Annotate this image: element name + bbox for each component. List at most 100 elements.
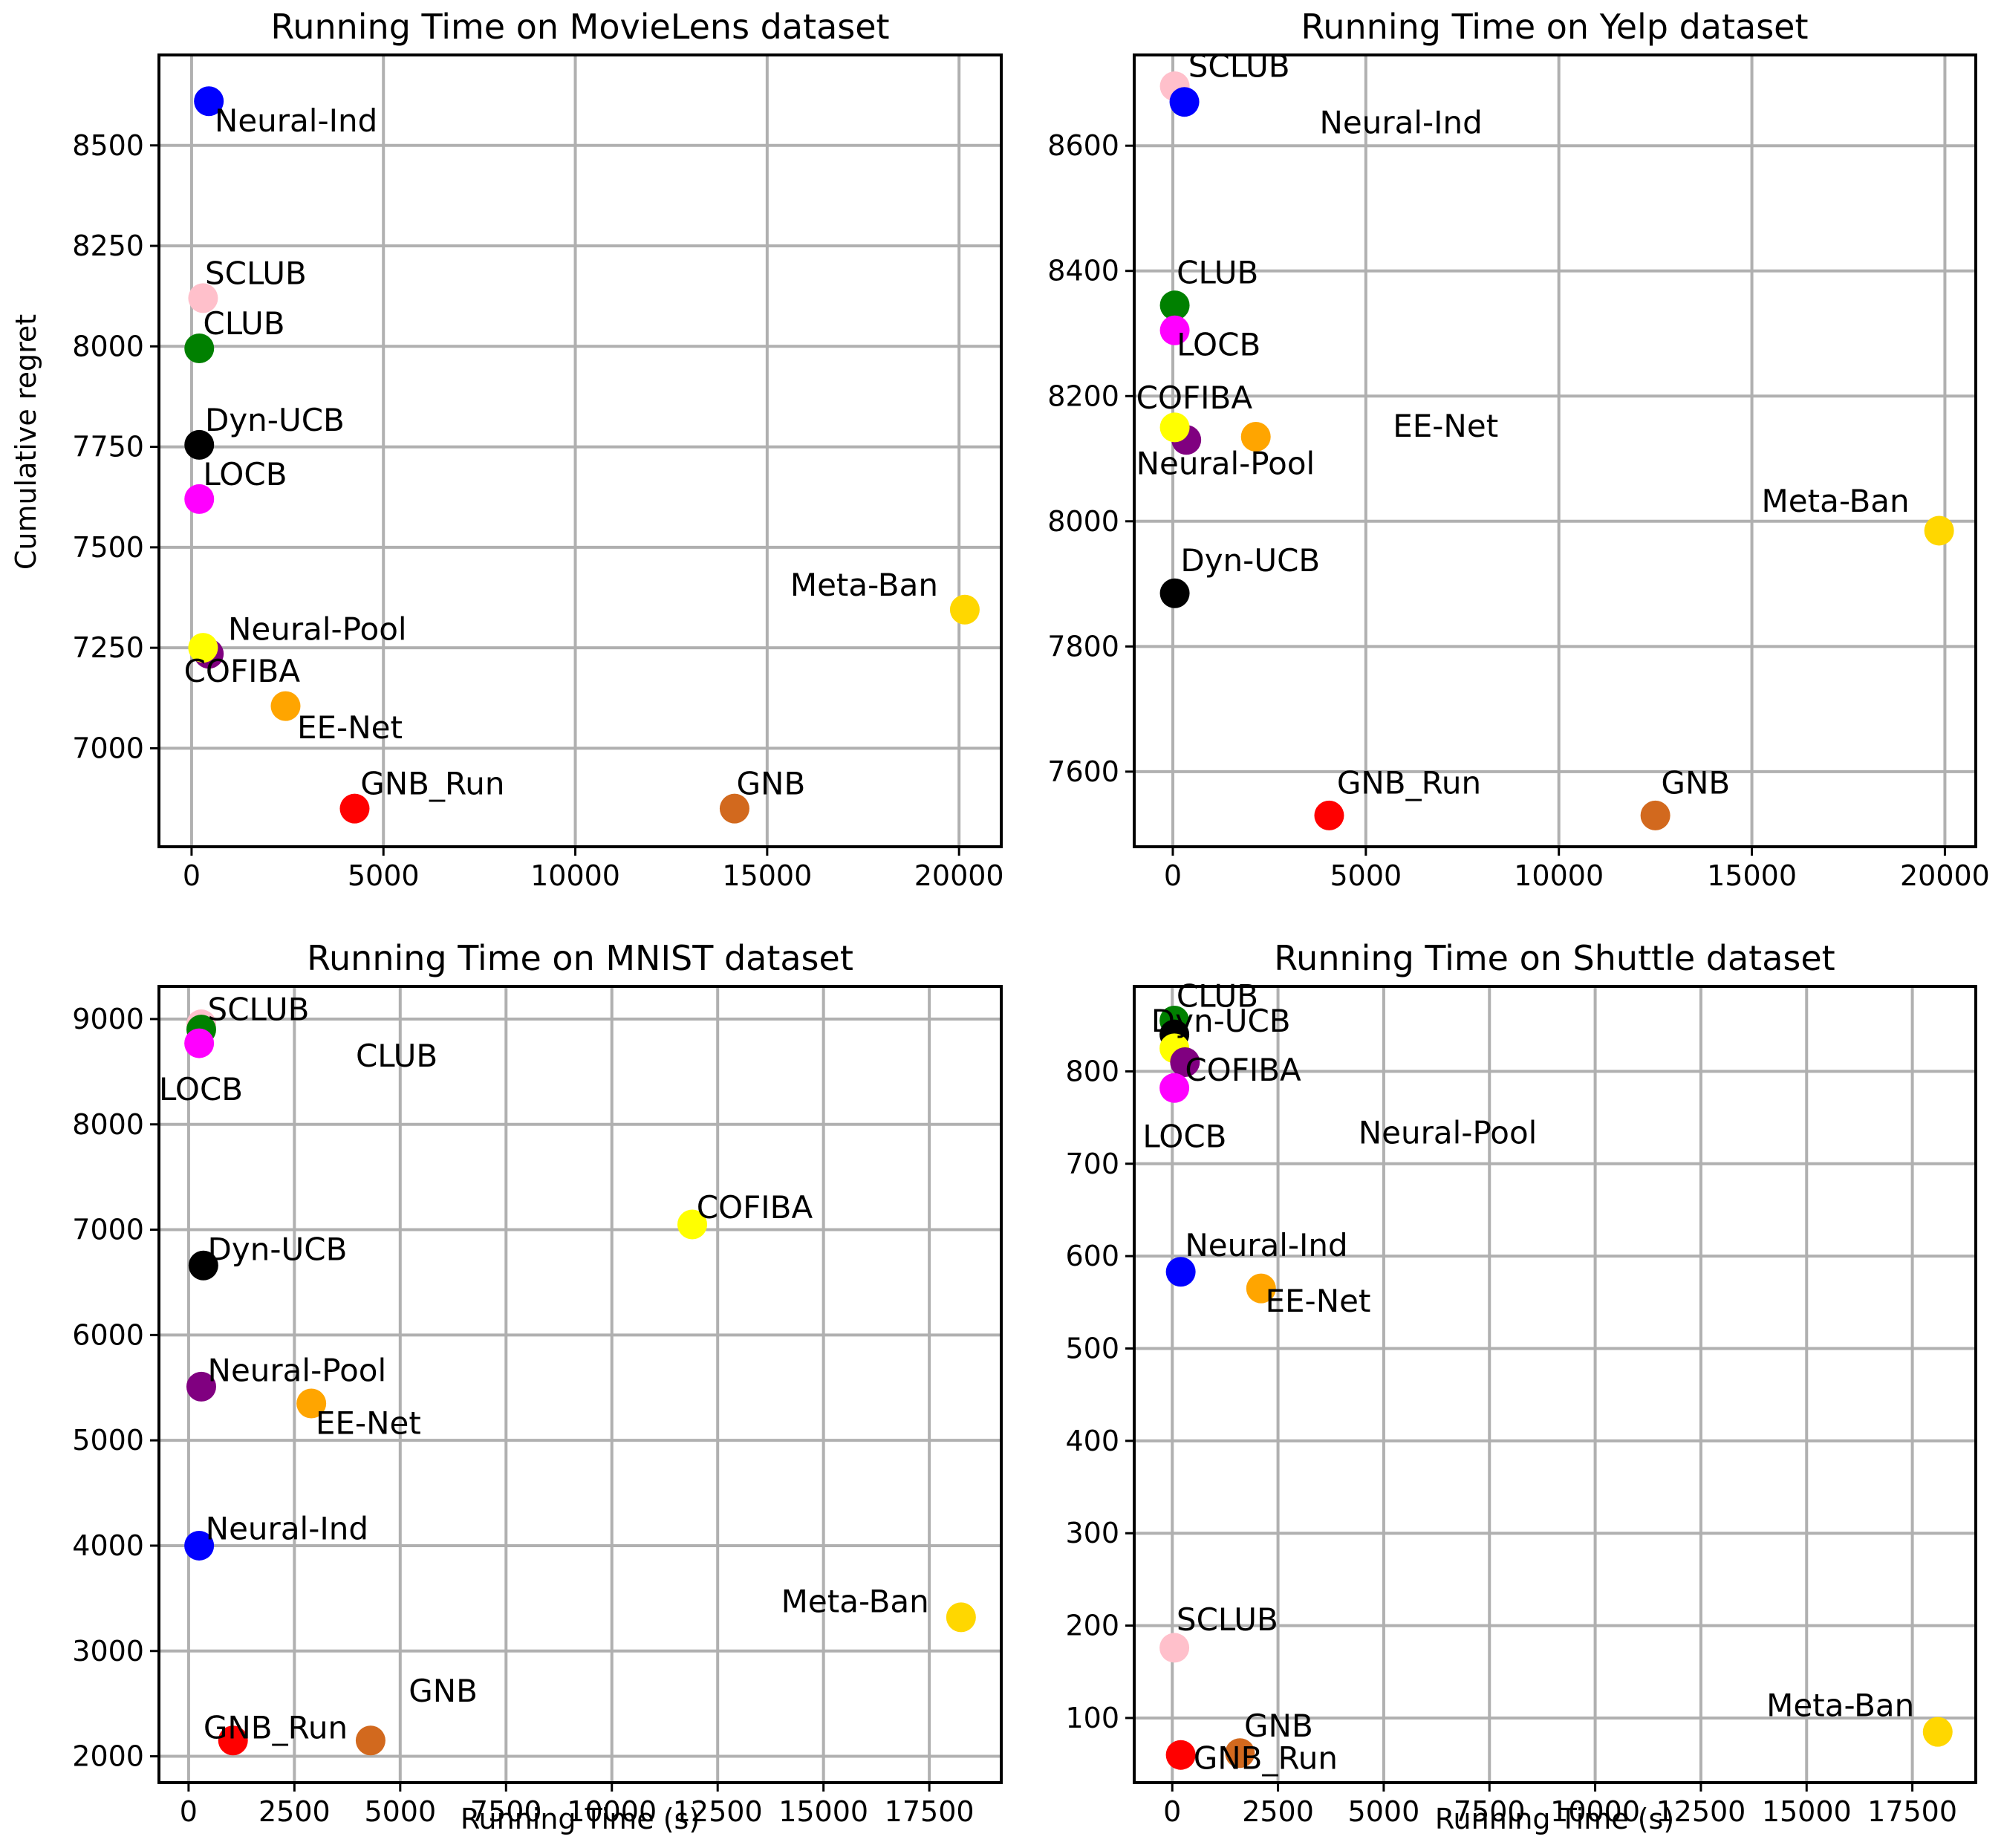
point-gnb bbox=[719, 793, 749, 824]
x-tick-label: 0 bbox=[1164, 859, 1182, 892]
label-gnb-run: GNB_Run bbox=[360, 766, 504, 802]
point-cofiba bbox=[188, 633, 218, 663]
point-cofiba bbox=[677, 1209, 708, 1240]
x-tick-label: 0 bbox=[1163, 1795, 1181, 1828]
x-tick-label: 10000 bbox=[1514, 859, 1604, 892]
panel-shuttle: Running Time on Shuttle dataset Running … bbox=[1065, 938, 1977, 1835]
y-tick-label: 9000 bbox=[72, 1003, 144, 1035]
y-tick-label: 7800 bbox=[1047, 630, 1119, 663]
y-tick-label: 400 bbox=[1065, 1425, 1119, 1457]
label-neural-pool: Neural-Pool bbox=[1359, 1114, 1538, 1151]
x-tick-label: 5000 bbox=[364, 1795, 436, 1828]
y-tick-label: 7000 bbox=[72, 1214, 144, 1246]
label-club: CLUB bbox=[356, 1038, 437, 1074]
chart-title: Running Time on Shuttle dataset bbox=[1274, 938, 1835, 978]
point-ee-net bbox=[296, 1388, 327, 1419]
label-ee-net: EE-Net bbox=[297, 709, 403, 746]
y-tick-label: 5000 bbox=[72, 1424, 144, 1457]
panel-yelp: Running Time on Yelp dataset 0 5000 10000 1… bbox=[1047, 7, 1990, 892]
label-gnb: GNB bbox=[1661, 764, 1730, 801]
y-tick-label: 8500 bbox=[72, 129, 144, 162]
x-tick-label: 10000 bbox=[567, 1795, 657, 1828]
point-dyn-ucb bbox=[188, 1250, 218, 1281]
x-tick-label: 2500 bbox=[1242, 1795, 1314, 1828]
label-dyn-ucb: Dyn-UCB bbox=[1151, 1003, 1291, 1039]
label-neural-ind: Neural-Ind bbox=[215, 103, 377, 139]
label-gnb: GNB bbox=[409, 1673, 478, 1709]
point-dyn-ucb bbox=[184, 429, 215, 460]
panel-mnist: Running Time on MNIST dataset Running Ti… bbox=[72, 938, 1003, 1835]
x-tick-label: 5000 bbox=[1348, 1795, 1420, 1828]
y-tick-label: 8000 bbox=[72, 1108, 144, 1141]
label-locb: LOCB bbox=[1177, 326, 1260, 362]
x-tick-label: 15000 bbox=[722, 859, 812, 892]
point-gnb bbox=[1225, 1738, 1255, 1769]
label-neural-ind: Neural-Ind bbox=[206, 1510, 368, 1546]
label-neural-ind: Neural-Ind bbox=[1319, 104, 1482, 140]
point-gnb-run bbox=[1165, 1740, 1196, 1770]
label-ee-net: EE-Net bbox=[316, 1405, 421, 1442]
label-neural-ind: Neural-Ind bbox=[1185, 1227, 1347, 1263]
grid bbox=[159, 55, 1001, 847]
y-tick-label: 7000 bbox=[72, 732, 144, 764]
y-tick-label: 100 bbox=[1065, 1702, 1119, 1734]
point-gnb-run bbox=[218, 1725, 248, 1756]
point-meta-ban bbox=[1922, 1717, 1953, 1747]
label-locb: LOCB bbox=[203, 456, 287, 492]
label-dyn-ucb: Dyn-UCB bbox=[205, 402, 345, 438]
label-meta-ban: Meta-Ban bbox=[1762, 483, 1910, 519]
label-gnb-run: GNB_Run bbox=[204, 1709, 348, 1745]
label-cofiba: COFIBA bbox=[184, 653, 301, 689]
y-tick-label: 600 bbox=[1065, 1240, 1119, 1272]
y-tick-label: 6000 bbox=[72, 1318, 144, 1351]
point-club bbox=[1159, 290, 1190, 321]
y-tick-label: 800 bbox=[1065, 1055, 1119, 1087]
x-tick-label: 20000 bbox=[1900, 859, 1990, 892]
y-tick-label: 7500 bbox=[72, 531, 144, 564]
point-locb bbox=[1159, 1073, 1190, 1103]
panel-movielens: Running Time on MovieLens dataset Cumula… bbox=[10, 7, 1004, 892]
label-club: CLUB bbox=[1177, 977, 1258, 1014]
point-gnb bbox=[355, 1725, 385, 1756]
x-tick-label: 17500 bbox=[1867, 1795, 1957, 1828]
label-cofiba: COFIBA bbox=[697, 1189, 813, 1226]
y-tick-label: 4000 bbox=[72, 1529, 144, 1562]
grid bbox=[159, 986, 1001, 1783]
label-gnb-run: GNB_Run bbox=[1194, 1740, 1338, 1776]
label-neural-pool: Neural-Pool bbox=[1136, 446, 1315, 482]
y-tick-label: 7600 bbox=[1047, 755, 1119, 788]
label-dyn-ucb: Dyn-UCB bbox=[1180, 542, 1320, 579]
point-neural-pool bbox=[186, 1371, 216, 1402]
label-sclub: SCLUB bbox=[208, 991, 310, 1027]
y-tick-label: 500 bbox=[1065, 1332, 1119, 1364]
chart-title: Running Time on Yelp dataset bbox=[1301, 7, 1808, 47]
x-tick-label: 2500 bbox=[258, 1795, 331, 1828]
y-tick-label: 3000 bbox=[72, 1635, 144, 1668]
y-tick-label: 7250 bbox=[72, 631, 144, 664]
label-ee-net: EE-Net bbox=[1265, 1283, 1370, 1319]
x-tick-label: 0 bbox=[180, 1795, 198, 1828]
label-sclub: SCLUB bbox=[1188, 48, 1290, 84]
y-tick-label: 8250 bbox=[72, 230, 144, 262]
y-tick-label: 300 bbox=[1065, 1517, 1119, 1549]
x-tick-label: 7500 bbox=[470, 1795, 542, 1828]
y-tick-label: 8000 bbox=[72, 330, 144, 362]
y-tick-label: 200 bbox=[1065, 1610, 1119, 1642]
x-tick-label: 15000 bbox=[1762, 1795, 1852, 1828]
y-axis-label: Cumulative regret bbox=[10, 314, 42, 570]
label-club: CLUB bbox=[1177, 255, 1258, 291]
plot-frame bbox=[1133, 985, 1977, 1784]
grid bbox=[1134, 986, 1976, 1783]
label-meta-ban: Meta-Ban bbox=[781, 1583, 929, 1619]
y-tick-label: 7750 bbox=[72, 431, 144, 463]
label-meta-ban: Meta-Ban bbox=[790, 567, 938, 603]
x-tick-label: 20000 bbox=[914, 859, 1004, 892]
point-gnb-run bbox=[1314, 800, 1344, 830]
point-gnb bbox=[1640, 800, 1670, 830]
label-neural-pool: Neural-Pool bbox=[208, 1353, 387, 1389]
point-ee-net bbox=[1246, 1273, 1276, 1304]
plot-frame bbox=[157, 985, 1003, 1784]
label-locb: LOCB bbox=[159, 1071, 243, 1107]
label-meta-ban: Meta-Ban bbox=[1766, 1687, 1914, 1723]
